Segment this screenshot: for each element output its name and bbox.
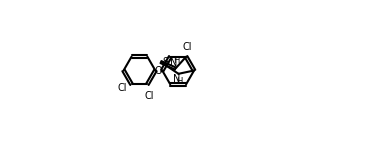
Text: N: N bbox=[173, 74, 180, 84]
Text: O: O bbox=[155, 66, 163, 76]
Text: H: H bbox=[173, 56, 179, 65]
Text: S: S bbox=[163, 57, 169, 67]
Text: Cl: Cl bbox=[182, 42, 191, 52]
Text: Cl: Cl bbox=[144, 91, 154, 101]
Text: H: H bbox=[176, 77, 182, 86]
Text: Cl: Cl bbox=[118, 83, 127, 93]
Text: N: N bbox=[170, 58, 177, 68]
